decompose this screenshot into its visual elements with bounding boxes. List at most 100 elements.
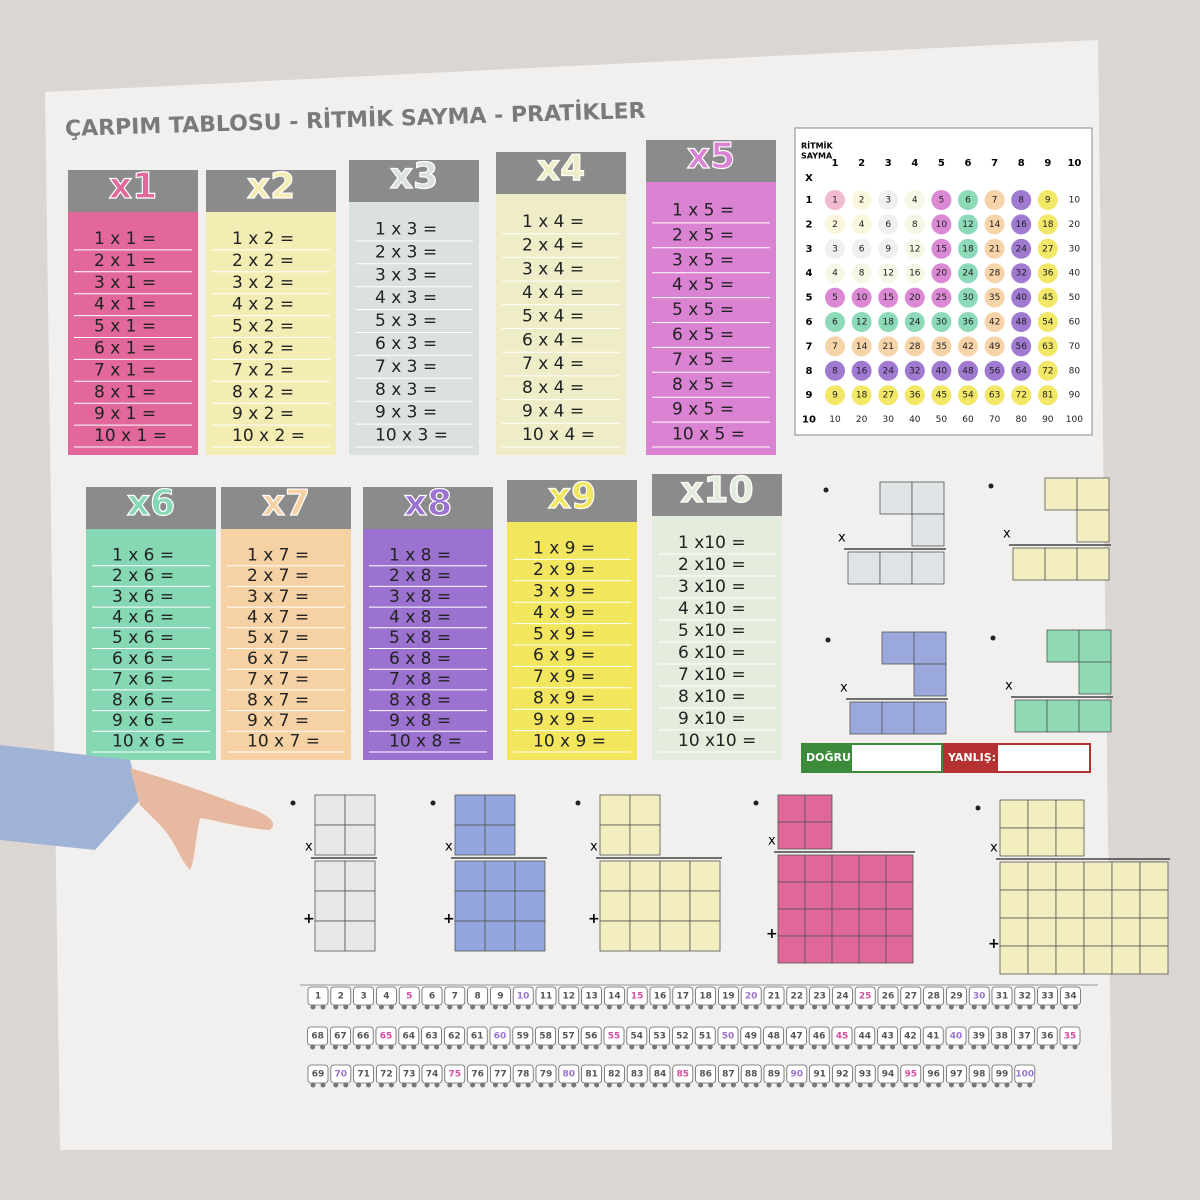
block [514,860,546,892]
table-row: 7 x 4 = [522,354,584,374]
wheel [844,1044,850,1050]
wagon [353,986,375,1006]
table-label: x7 [262,483,310,524]
wheel [890,1082,896,1088]
table-row: 7 x 3 = [375,357,437,377]
grid-dot [904,287,925,308]
grid-dot [984,287,1005,308]
grid-corner: X [805,173,813,184]
grid-dot [904,214,925,235]
wheel [548,1044,554,1050]
grid-cell: 14 [989,220,1001,230]
col-header: 1 [832,158,839,169]
grid-dot [1037,287,1058,308]
grid-cell: 7 [832,342,838,352]
train-number: 62 [448,1032,461,1042]
wheel [948,1082,954,1088]
grid-dot [931,287,952,308]
grid-cell: 6 [885,220,891,230]
grid-cell: 8 [1018,196,1024,206]
wagon [626,986,648,1006]
table-row: 3 x 8 = [389,587,451,607]
row-header: 3 [806,244,813,255]
wheel [822,1004,828,1010]
wheel [639,1004,645,1010]
block [344,824,376,856]
grid-dot [984,336,1005,357]
wheel [981,1044,987,1050]
wheel [674,1044,680,1050]
wagon [443,1026,465,1046]
wheel [913,1004,919,1010]
table-row: 1 x 4 = [522,212,584,232]
train-number: 21 [768,992,781,1002]
block [881,701,915,735]
train-number: 29 [950,992,963,1002]
wheel [857,1082,863,1088]
train-number: 23 [813,992,826,1002]
wheel [799,1082,805,1088]
table-row: 2 x 1 = [94,251,156,271]
wheel [365,1044,371,1050]
block [831,854,860,883]
wheel [971,1004,977,1010]
train-number: 82 [608,1070,621,1080]
wheel [698,1082,704,1088]
train-number: 72 [380,1070,393,1080]
wheel [857,1004,863,1010]
block [1083,889,1113,919]
table-row: 1 x 6 = [112,545,174,565]
wheel [492,1004,498,1010]
block [885,881,914,910]
table-row: 2 x 3 = [375,242,437,262]
train-number: 88 [745,1070,758,1080]
train-number: 4 [383,992,389,1002]
block [1076,477,1110,511]
grid-cell: 10 [856,293,868,303]
wheel [320,1004,326,1010]
wheel [434,1044,440,1050]
table-row: 8 x 5 = [672,375,734,395]
grid-dot [931,263,952,284]
table-row: 3 x 7 = [247,587,309,607]
wheel [525,1082,531,1088]
wheel [799,1004,805,1010]
wagon [535,986,557,1006]
block [659,860,691,892]
wheel [662,1004,668,1010]
row-header: 2 [806,219,813,230]
block [1055,827,1085,857]
wheel [333,1082,339,1088]
wagon [329,1026,351,1046]
wagon [352,1026,374,1046]
wheel [1027,1004,1033,1010]
dot [823,487,829,493]
block [831,908,860,937]
dot [753,800,759,806]
grid-dot [1037,385,1058,406]
wheel [401,1044,407,1050]
col-header: 10 [1067,158,1081,169]
block [1027,889,1057,919]
grid-cell: 3 [885,196,891,206]
wheel [332,1044,338,1050]
wheel [310,1004,316,1010]
train-number: 83 [631,1070,644,1080]
grid-cell: 70 [989,415,1001,425]
grid-dot [851,238,872,259]
train-number: 76 [471,1070,484,1080]
grid-cell: 30 [962,293,974,303]
table-row: 8 x 6 = [112,690,174,710]
wheel [639,1082,645,1088]
wheel [902,1044,908,1050]
grid-cell: 45 [936,391,947,401]
grid-dot [904,385,925,406]
block [831,881,860,910]
wheel [388,1082,394,1088]
block [847,551,881,585]
table-row: 4 x 1 = [94,295,156,315]
wheel [720,1044,726,1050]
train-number: 100 [1015,1070,1034,1080]
wheel [515,1044,521,1050]
table-row: 1 x 1 = [94,229,156,249]
